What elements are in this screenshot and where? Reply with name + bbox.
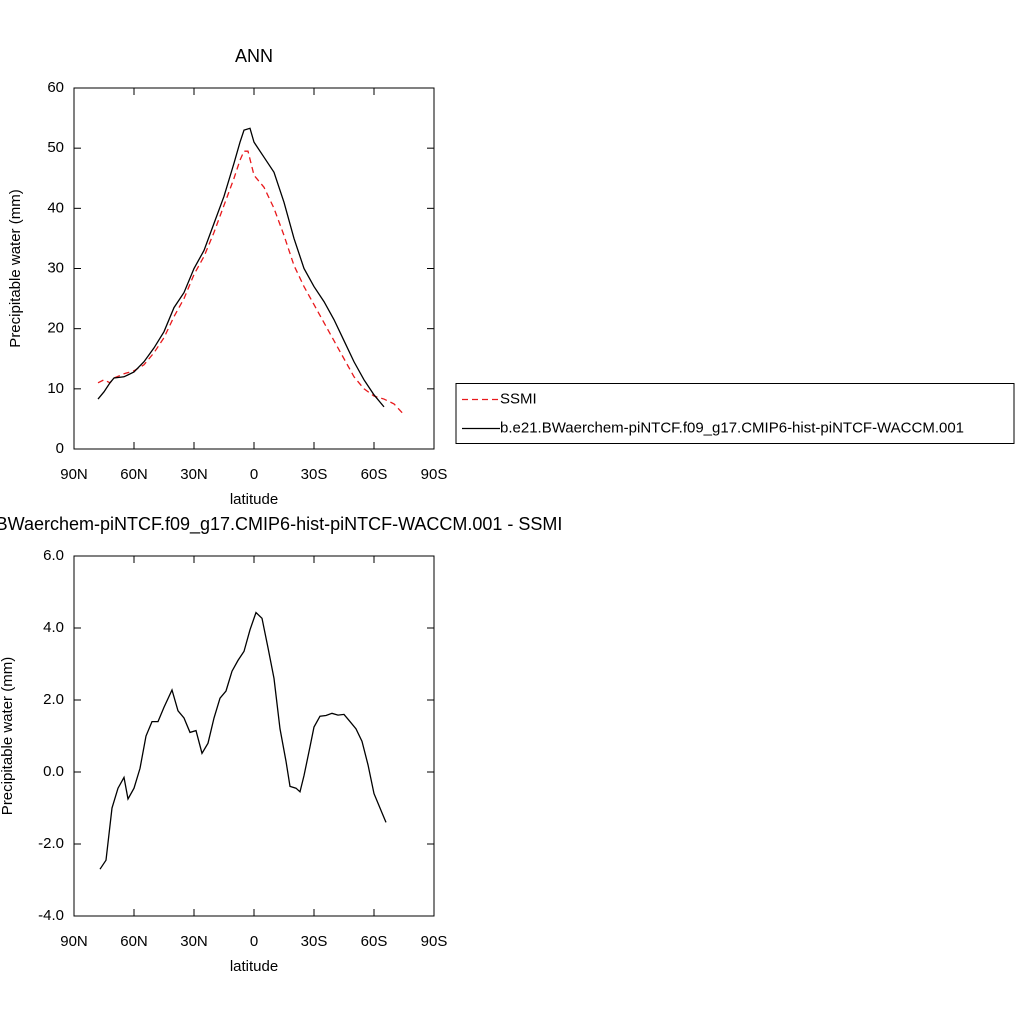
data-line [97,127,385,408]
y-tick-label: 30 [47,259,64,276]
y-tick-label: 40 [47,199,64,216]
legend: SSMI b.e21.BWaerchem-piNTCF.f09_g17.CMIP6… [455,383,1015,444]
x-axis-label: latitude [230,491,278,508]
y-tick-label: -4.0 [38,907,64,924]
legend-box [455,383,1015,444]
plot-frame [73,87,435,450]
legend-entry: b.e21.BWaerchem-piNTCF.f09_g17.CMIP6-his… [500,419,964,436]
x-tick-label: 90N [60,466,88,483]
x-tick-label: 0 [250,933,258,950]
x-tick-label: 90S [421,466,448,483]
x-axis-label: latitude [230,958,278,975]
x-tick-label: 90S [421,933,448,950]
x-tick-label: 60S [361,466,388,483]
x-tick-label: 60N [120,933,148,950]
y-tick-label: -2.0 [38,835,64,852]
x-tick-label: 60N [120,466,148,483]
y-tick-label: 4.0 [43,619,64,636]
y-tick-label: 60 [47,79,64,96]
y-tick-label: 6.0 [43,547,64,564]
x-tick-label: 60S [361,933,388,950]
y-tick-label: 2.0 [43,691,64,708]
y-tick-label: 10 [47,380,64,397]
x-tick-label: 30N [180,933,208,950]
plot-frame [73,555,435,917]
x-tick-label: 30N [180,466,208,483]
x-tick-label: 90N [60,933,88,950]
data-line [97,150,405,416]
x-tick-label: 0 [250,466,258,483]
y-tick-label: 20 [47,320,64,337]
y-tick-label: 0 [56,440,64,457]
data-line [99,611,387,870]
chart-title: b.e21.BWaerchem-piNTCF.f09_g17.CMIP6-his… [0,514,562,535]
legend-entry: SSMI [500,390,537,407]
y-tick-label: 0.0 [43,763,64,780]
y-tick-label: 50 [47,139,64,156]
chart-title: ANN [235,46,273,66]
x-tick-label: 30S [301,466,328,483]
y-axis-label: Precipitable water (mm) [0,657,16,815]
x-tick-label: 30S [301,933,328,950]
y-axis-label: Precipitable water (mm) [7,189,24,347]
